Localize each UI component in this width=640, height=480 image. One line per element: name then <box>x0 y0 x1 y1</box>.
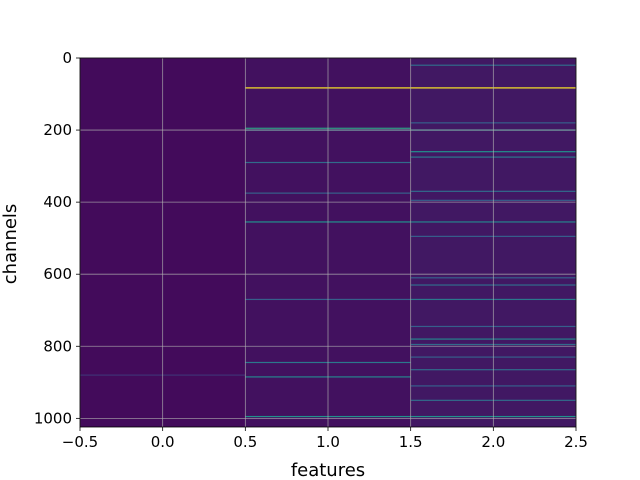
x-tick-label: 1.0 <box>316 433 340 451</box>
plot-area <box>79 57 577 428</box>
x-axis-ticks: −0.5 0.0 0.5 1.0 1.5 2.0 2.5 <box>62 427 588 451</box>
x-tick-label: −0.5 <box>62 433 98 451</box>
y-tick-label: 1000 <box>34 409 72 427</box>
y-axis-ticks: 0 200 400 600 800 1000 <box>34 49 80 427</box>
x-tick-label: 0.0 <box>151 433 175 451</box>
x-tick-label: 0.5 <box>233 433 257 451</box>
x-tick-label: 2.5 <box>564 433 588 451</box>
y-tick-label: 400 <box>43 193 72 211</box>
x-tick-label: 2.0 <box>481 433 505 451</box>
y-tick-label: 0 <box>62 49 72 67</box>
y-tick-label: 600 <box>43 265 72 283</box>
x-axis-label: features <box>291 460 365 480</box>
y-tick-label: 200 <box>43 121 72 139</box>
y-tick-label: 800 <box>43 337 72 355</box>
y-axis-label: channels <box>0 204 21 285</box>
x-tick-label: 1.5 <box>399 433 423 451</box>
